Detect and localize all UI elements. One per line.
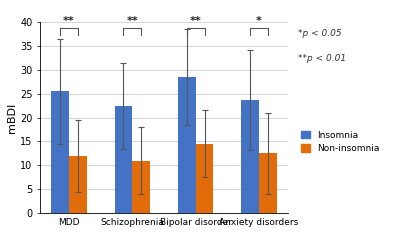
Text: **: ** [126,16,138,26]
Bar [196,144,213,213]
Bar [132,161,150,213]
Text: *p < 0.05: *p < 0.05 [298,29,342,38]
Y-axis label: mBDI: mBDI [7,102,17,133]
Bar [178,77,196,213]
Bar [241,100,259,213]
Bar [51,91,69,213]
Bar [115,106,132,213]
Legend: Insomnia, Non-insomnia: Insomnia, Non-insomnia [300,131,379,153]
Bar [259,153,277,213]
Text: **: ** [190,16,202,26]
Text: **p < 0.01: **p < 0.01 [298,54,346,63]
Text: **: ** [63,16,75,26]
Bar [69,156,87,213]
Text: *: * [256,16,262,26]
